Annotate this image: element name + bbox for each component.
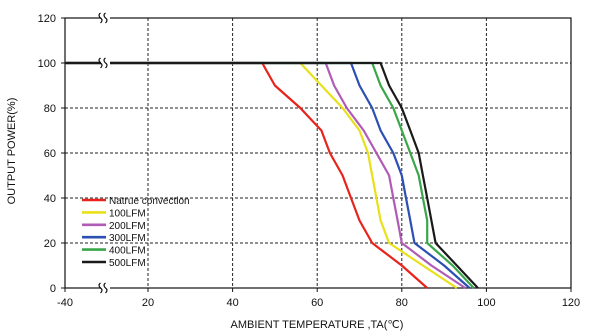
x-tick-label: 100: [477, 297, 495, 309]
legend-label: 400LFM: [109, 246, 146, 257]
x-tick-label: 20: [142, 297, 154, 309]
y-axis-title: OUTPUT POWER(%): [6, 98, 18, 205]
axis-break-mark: [103, 12, 108, 24]
axis-break-mark: [103, 282, 108, 294]
legend-label: 300LFM: [109, 233, 146, 244]
legend-label: 500LFM: [109, 258, 146, 269]
axis-break-mark: [98, 282, 103, 294]
y-tick-label: 120: [38, 13, 56, 25]
y-tick-label: 60: [44, 148, 56, 160]
legend-label: 200LFM: [109, 221, 146, 232]
axis-break-mark: [103, 57, 108, 69]
legend-label: 100LFM: [109, 208, 146, 219]
x-tick-label: 120: [562, 297, 580, 309]
x-axis-title: AMBIENT TEMPERATURE ,TA(℃): [231, 319, 404, 331]
series-line: [65, 61, 466, 289]
axis-break-mark: [98, 57, 103, 69]
y-tick-label: 20: [44, 238, 56, 250]
axis-break-mark: [98, 12, 103, 24]
x-tick-label: 80: [396, 297, 408, 309]
y-tick-label: 40: [44, 193, 56, 205]
series-lines: [65, 61, 479, 289]
x-tick-label: -40: [57, 297, 73, 309]
x-tick-label: 40: [226, 297, 238, 309]
series-line: [65, 61, 479, 289]
y-tick-label: 80: [44, 103, 56, 115]
legend-label: Natrue convection: [109, 196, 190, 207]
series-line: [65, 61, 471, 289]
y-tick-label: 100: [38, 58, 56, 70]
series-line: [65, 61, 475, 289]
series-line: [65, 61, 428, 289]
x-tick-label: 60: [311, 297, 323, 309]
axis-break-markers: [98, 12, 110, 294]
y-tick-label: 0: [50, 283, 56, 295]
axes: -40 20 40 60 80 100 120 0 20 40 60 80 100 120: [38, 13, 581, 309]
series-line: [65, 61, 458, 289]
